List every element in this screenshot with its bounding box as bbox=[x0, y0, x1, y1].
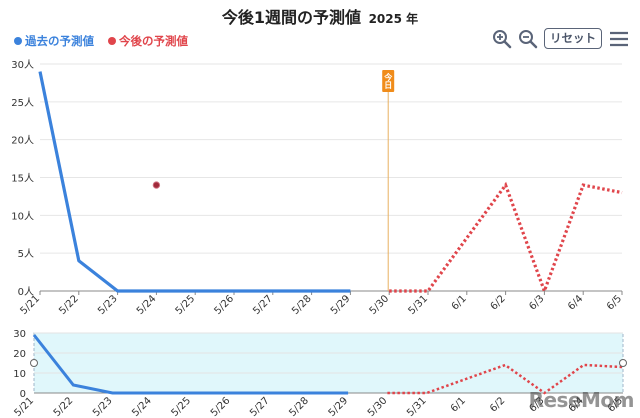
navigator-x-tick-label: 5/24 bbox=[130, 395, 154, 418]
navigator-x-tick-label: 5/21 bbox=[12, 395, 36, 418]
today-label: 今日 bbox=[384, 72, 393, 90]
navigator-x-tick-label: 6/1 bbox=[449, 395, 468, 414]
y-tick-label: 30人 bbox=[11, 59, 34, 71]
navigator-left-handle[interactable] bbox=[30, 359, 38, 367]
x-tick-label: 6/3 bbox=[527, 293, 546, 312]
x-tick-label: 5/25 bbox=[174, 293, 198, 317]
navigator-x-tick-label: 5/29 bbox=[327, 395, 351, 418]
x-tick-label: 5/22 bbox=[57, 293, 81, 317]
navigator-x-tick-label: 5/27 bbox=[248, 395, 272, 418]
y-tick-label: 15人 bbox=[11, 173, 34, 185]
navigator-x-tick-label: 5/28 bbox=[287, 395, 311, 418]
x-tick-label: 5/30 bbox=[368, 293, 392, 317]
x-tick-label: 6/5 bbox=[605, 293, 624, 312]
legend-dot-future bbox=[108, 37, 116, 45]
legend-label-future: 今後の予測値 bbox=[119, 34, 188, 48]
zoom-out-button[interactable] bbox=[518, 29, 538, 49]
navigator-y-tick-label: 0 bbox=[20, 389, 26, 400]
reset-button[interactable]: リセット bbox=[544, 28, 602, 49]
navigator-y-tick-label: 30 bbox=[13, 329, 26, 340]
navigator-right-handle[interactable] bbox=[619, 359, 627, 367]
x-tick-label: 5/26 bbox=[212, 293, 236, 317]
x-tick-label: 5/29 bbox=[329, 293, 353, 317]
navigator-x-tick-label: 5/26 bbox=[209, 395, 233, 418]
x-tick-label: 5/24 bbox=[135, 293, 159, 317]
legend: 過去の予測値 今後の予測値 bbox=[14, 33, 188, 49]
x-tick-label: 5/27 bbox=[251, 293, 275, 317]
navigator-x-tick-label: 5/30 bbox=[366, 395, 390, 418]
x-tick-label: 5/23 bbox=[96, 293, 120, 317]
chart-toolbar: リセット bbox=[492, 28, 630, 49]
x-tick-label: 6/2 bbox=[489, 293, 508, 312]
navigator-y-tick-label: 10 bbox=[13, 369, 26, 380]
y-tick-label: 5人 bbox=[18, 248, 34, 260]
x-tick-label: 6/1 bbox=[450, 293, 469, 312]
y-tick-label: 10人 bbox=[11, 210, 34, 222]
x-tick-label: 5/31 bbox=[406, 293, 430, 317]
chart-title-year: 2025 年 bbox=[368, 12, 419, 26]
zoom-out-icon bbox=[519, 29, 538, 48]
navigator-line-past bbox=[32, 334, 349, 395]
chart-title-main: 今後1週間の予測値 bbox=[221, 8, 361, 27]
legend-dot-past bbox=[14, 37, 22, 45]
y-tick-label: 25人 bbox=[11, 97, 34, 109]
menu-button[interactable] bbox=[608, 29, 630, 49]
series-line-past bbox=[38, 71, 351, 293]
highlight-point bbox=[152, 181, 161, 189]
navigator-x-tick-label: 6/2 bbox=[488, 395, 507, 414]
navigator-x-tick-label: 5/25 bbox=[170, 395, 194, 418]
legend-item-future[interactable]: 今後の予測値 bbox=[108, 33, 188, 49]
zoom-in-icon bbox=[493, 29, 512, 48]
chart-title: 今後1週間の予測値 2025 年 bbox=[0, 4, 640, 28]
today-flag bbox=[382, 70, 395, 92]
x-tick-label: 5/28 bbox=[290, 293, 314, 317]
series-line-future bbox=[389, 181, 623, 296]
navigator-selection bbox=[33, 332, 624, 394]
watermark-logo: ReseMom bbox=[528, 388, 635, 412]
navigator-x-tick-label: 5/23 bbox=[91, 395, 115, 418]
y-tick-label: 20人 bbox=[11, 135, 34, 147]
legend-label-past: 過去の予測値 bbox=[25, 34, 94, 48]
legend-item-past[interactable]: 過去の予測値 bbox=[14, 33, 94, 49]
hamburger-menu-icon bbox=[610, 31, 628, 46]
navigator-x-tick-label: 5/22 bbox=[52, 395, 76, 418]
y-tick-label: 0人 bbox=[18, 286, 34, 298]
navigator-y-tick-label: 20 bbox=[13, 349, 26, 360]
zoom-in-button[interactable] bbox=[492, 29, 512, 49]
navigator-x-tick-label: 5/31 bbox=[405, 395, 429, 418]
x-tick-label: 6/4 bbox=[566, 293, 585, 312]
